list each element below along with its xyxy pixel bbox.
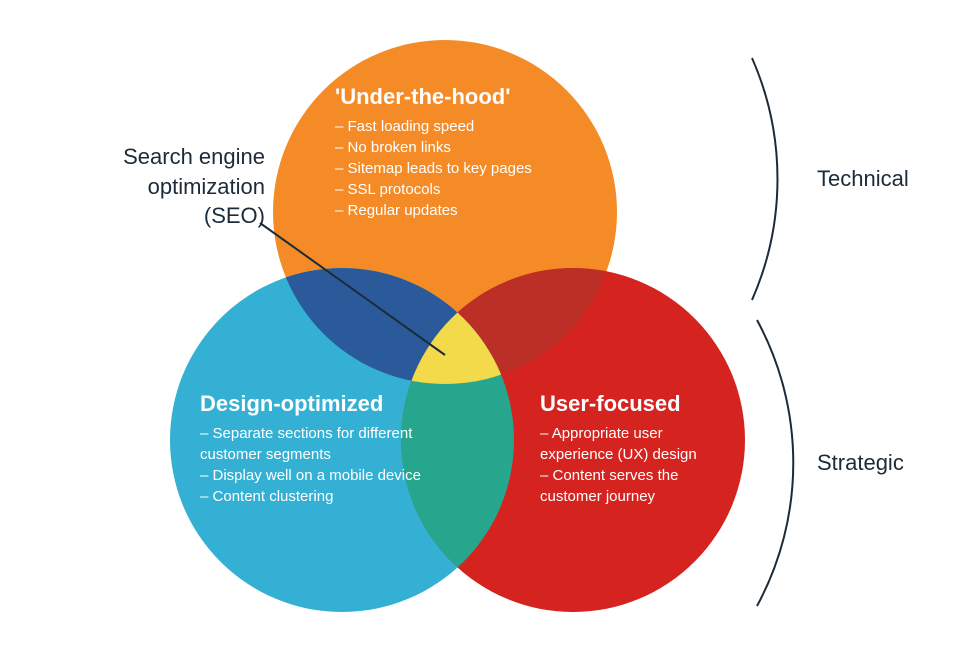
left-item: Content clustering [200,486,440,507]
top-item: SSL protocols [335,179,595,200]
top-circle-title: 'Under-the-hood' [335,84,595,110]
left-item: Display well on a mobile device [200,465,440,486]
left-circle-content: Design-optimized Separate sections for d… [200,391,440,507]
strategic-arc [757,320,793,606]
right-item: Content serves the customer journey [540,465,740,507]
seo-line-3: (SEO) [75,201,265,231]
seo-line-1: Search engine [75,142,265,172]
left-item: Separate sections for different customer… [200,423,440,465]
left-circle-items: Separate sections for different customer… [200,423,440,507]
right-circle-items: Appropriate user experience (UX) design … [540,423,740,507]
seo-line-2: optimization [75,172,265,202]
technical-arc [752,58,777,300]
top-circle-content: 'Under-the-hood' Fast loading speed No b… [335,84,595,221]
top-item: No broken links [335,137,595,158]
right-item: Appropriate user experience (UX) design [540,423,740,465]
left-circle-title: Design-optimized [200,391,440,417]
strategic-label: Strategic [817,450,904,476]
seo-callout-label: Search engine optimization (SEO) [75,142,265,231]
top-item: Fast loading speed [335,116,595,137]
technical-label: Technical [817,166,909,192]
top-item: Regular updates [335,200,595,221]
right-circle-content: User-focused Appropriate user experience… [540,391,740,507]
top-circle-items: Fast loading speed No broken links Sitem… [335,116,595,221]
top-item: Sitemap leads to key pages [335,158,595,179]
right-circle-title: User-focused [540,391,740,417]
venn-diagram-stage: Search engine optimization (SEO) 'Under-… [0,0,960,664]
